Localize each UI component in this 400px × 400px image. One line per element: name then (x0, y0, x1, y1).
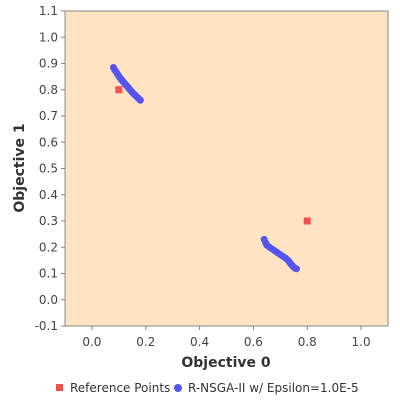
solution-point-marker (136, 96, 144, 104)
legend-swatch-r-nsga-ii (174, 384, 182, 392)
y-tick-label: 0.3 (39, 214, 58, 228)
y-axis: -0.1 0.0 0.1 0.2 0.3 0.4 0.5 0.6 0.7 0.8 0.9 1.0 1.1 (35, 4, 65, 333)
legend-swatch-reference-points (56, 384, 63, 391)
plot-area (64, 10, 389, 327)
solution-point-marker (292, 265, 300, 273)
y-tick-label: -0.1 (35, 319, 58, 333)
y-tick-label: 0.9 (39, 57, 58, 71)
y-tick-label: 1.0 (39, 30, 58, 44)
x-tick-label: 1.0 (352, 335, 371, 349)
y-tick-label: 0.1 (39, 267, 58, 281)
y-tick-label: 0.2 (39, 240, 58, 254)
y-tick-label: 0.0 (39, 293, 58, 307)
legend-label-reference-points: Reference Points (70, 381, 170, 395)
reference-point-marker (303, 217, 311, 225)
y-tick-label: 0.4 (39, 188, 58, 202)
y-tick-label: 0.6 (39, 135, 58, 149)
y-tick-label: 0.7 (39, 109, 58, 123)
y-axis-title: Objective 1 (12, 123, 28, 212)
x-tick-label: 0.4 (190, 335, 209, 349)
data-marks (109, 63, 311, 273)
legend: Reference Points R-NSGA-II w/ Epsilon=1.… (56, 381, 359, 395)
x-axis: 0.0 0.2 0.4 0.6 0.8 1.0 (82, 326, 371, 349)
y-tick-label: 0.5 (39, 162, 58, 176)
y-tick-label: 1.1 (39, 4, 58, 18)
x-tick-label: 0.8 (298, 335, 317, 349)
reference-point-marker (115, 86, 123, 94)
x-tick-label: 0.2 (136, 335, 155, 349)
x-axis-title: Objective 0 (181, 355, 271, 371)
legend-label-r-nsga-ii: R-NSGA-II w/ Epsilon=1.0E-5 (188, 381, 359, 395)
x-tick-label: 0.0 (82, 335, 101, 349)
x-tick-label: 0.6 (244, 335, 263, 349)
y-tick-label: 0.8 (39, 83, 58, 97)
